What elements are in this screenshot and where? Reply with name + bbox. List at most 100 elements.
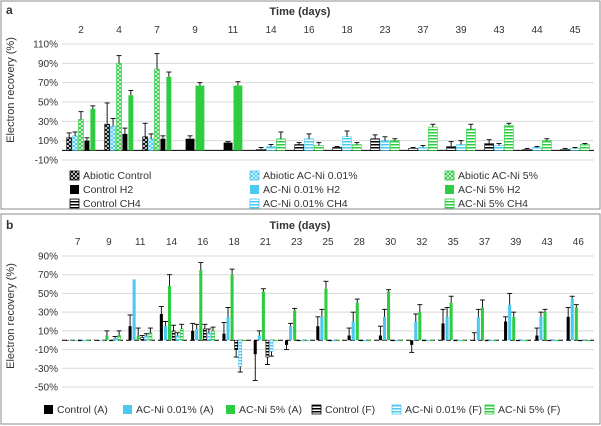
panel-b-bar-ac-ni-5-a-day-23	[293, 310, 297, 341]
panel-b-ytick-label: -50%	[35, 383, 58, 394]
panel-a-category-label: 11	[228, 25, 239, 36]
panel-a-category-label: 16	[303, 25, 315, 36]
panel-a-category-label: 9	[192, 25, 198, 36]
panel-a-bar-ac-ni-5-h2-day-7	[166, 76, 172, 151]
panel-b-bar-ac-ni-0-01-a-day-16	[195, 328, 199, 341]
panel-b-bar-ac-ni-0-01-a-day-11	[132, 279, 136, 341]
panel-a-bar-ac-ni-0-01-ch4-day-14	[266, 146, 276, 151]
panel-a-ytick-label: 30%	[38, 117, 58, 128]
panel-a-legend-label-ac-ni-5-h2: AC-Ni 5% H2	[458, 184, 521, 196]
panel-b-bar-control-f-day-9	[109, 339, 113, 342]
panel-b-ytick-label: -30%	[35, 364, 58, 375]
panel-b-bar-ac-ni-5-f-day-14	[179, 328, 184, 341]
panel-b-category-label: 30	[385, 237, 397, 248]
panel-a-bar-ac-ni-5-h2-day-11	[233, 85, 243, 151]
panel-b-bar-ac-ni-0-01-a-day-39	[508, 304, 512, 341]
panel-b-category-label: 25	[322, 237, 334, 248]
panel-b-bar-ac-ni-0-01-f-day-23	[300, 339, 305, 342]
panel-b-bar-ac-ni-5-a-day-21	[261, 291, 265, 341]
panel-b-bar-control-a-day-35	[441, 323, 445, 341]
panel-b-bar-control-f-day-25	[328, 339, 332, 342]
panel-a-bar-ac-ni-5-h2-day-2	[90, 108, 96, 151]
panel-a-bar-ac-ni-0-01-ch4-day-23	[380, 140, 390, 151]
panel-b-bar-ac-ni-5-a-day-18	[230, 274, 234, 341]
panel-b-category-label: 11	[135, 237, 146, 248]
panel-a-ytick-label: 70%	[38, 78, 58, 89]
panel-a-bar-ac-ni-5-ch4-day-44	[542, 140, 552, 151]
panel-a-legend-swatch-ac-ni-0-01-ch4	[249, 198, 260, 209]
panel-b-bar-ac-ni-5-f-day-16	[211, 330, 215, 341]
panel-b-bar-control-f-day-11	[140, 337, 145, 341]
panel-a-ytick-label: 50%	[38, 98, 58, 109]
panel-a-legend-swatch-abiotic-ac-ni-5	[444, 170, 455, 181]
panel-b-legend-label-ac-ni-0-01-f: AC-Ni 0.01% (F)	[405, 404, 482, 416]
panel-a-bar-abiotic-ac-ni-0-01-day-7	[148, 138, 154, 151]
panel-b-bar-ac-ni-5-f-day-7	[85, 339, 90, 342]
panel-a-bar-ac-ni-5-ch4-day-14	[276, 138, 286, 151]
panel-b-category-label: 46	[573, 237, 585, 248]
panel-b-bar-control-f-day-14	[171, 330, 176, 341]
panel-b-bar-ac-ni-0-01-a-day-43	[539, 316, 543, 341]
panel-a-bar-control-h2-day-11	[223, 142, 233, 151]
panel-a-bar-control-ch4-day-44	[522, 149, 532, 151]
panel-b-bar-control-a-day-23	[285, 340, 289, 345]
panel-b-bar-ac-ni-0-01-a-day-35	[445, 316, 449, 341]
panel-a-bar-control-ch4-day-37	[408, 148, 418, 151]
panel-b-ytick-label: 30%	[38, 308, 58, 319]
panel-b-bar-ac-ni-5-a-day-37	[480, 307, 484, 341]
panel-a-legend-swatch-control-h2	[70, 185, 79, 194]
panel-b-category-label: 23	[291, 237, 303, 248]
panel-b-bar-ac-ni-0-01-f-day-28	[363, 339, 368, 342]
panel-b-bar-control-f-day-7	[77, 339, 82, 342]
panel-a-legend-label-abiotic-ac-ni-5: Abiotic AC-Ni 5%	[458, 170, 538, 182]
panel-a-bar-ac-ni-5-ch4-day-43	[504, 124, 514, 151]
panel-b-ylabel: Electron recovery (%)	[5, 263, 17, 369]
panel-b-bar-ac-ni-5-a-day-39	[512, 316, 516, 341]
panel-b-bar-ac-ni-0-01-f-day-25	[332, 339, 336, 342]
panel-b-bar-ac-ni-5-f-day-25	[336, 339, 341, 342]
panel-b-bar-ac-ni-0-01-f-day-30	[394, 339, 399, 342]
panel-b-bar-ac-ni-0-01-f-day-37	[488, 339, 493, 342]
panel-b-bar-control-a-day-25	[316, 326, 320, 341]
panel-b-category-label: 16	[197, 237, 209, 248]
panel-b-bar-ac-ni-5-a-day-30	[387, 291, 391, 341]
panel-b-bar-ac-ni-5-a-day-9	[105, 335, 109, 341]
panel-a-legend: Abiotic Control Abiotic AC-Ni 0.01% Abioti…	[69, 170, 538, 210]
panel-a-category-label: 44	[531, 25, 543, 36]
panel-b-bar-ac-ni-0-01-a-day-25	[320, 316, 324, 341]
panel-a-category-label: 37	[417, 25, 429, 36]
panel-b-bar-control-a-day-21	[253, 340, 257, 355]
panel-a-bar-ac-ni-0-01-ch4-day-18	[342, 136, 352, 151]
panel-a-bar-abiotic-ac-ni-0-01-day-2	[72, 135, 78, 151]
panel-b-label: b	[6, 218, 13, 232]
panel-b-bar-ac-ni-5-f-day-23	[305, 339, 309, 342]
panel-b-bar-ac-ni-5-a-day-16	[199, 270, 203, 341]
panel-b-bar-control-a-day-14	[159, 314, 163, 341]
panel-a-legend-label-abiotic-ac-ni-0-01: Abiotic AC-Ni 0.01%	[263, 170, 358, 182]
panel-a-bar-abiotic-ac-ni-0-01-day-4	[110, 125, 116, 151]
panel-b-legend-swatch-ac-ni-0-01-a	[123, 405, 132, 414]
panel-a-legend-label-ac-ni-0-01-ch4: AC-Ni 0.01% CH4	[263, 198, 348, 210]
panel-a-bar-control-ch4-day-14	[256, 149, 266, 151]
panel-b-category-label: 35	[448, 237, 460, 248]
panel-b-bar-control-a-day-43	[535, 335, 539, 341]
panel-a-ytick-label: 10%	[38, 136, 58, 147]
panel-b-bar-ac-ni-0-01-f-day-14	[175, 335, 180, 341]
panel-b-bar-ac-ni-0-01-f-day-16	[207, 332, 211, 341]
panel-a-frame	[0, 0, 601, 210]
panel-a-legend-swatch-control-ch4	[69, 198, 80, 209]
panel-b-bar-ac-ni-0-01-a-day-21	[257, 335, 261, 341]
panel-b-bar-ac-ni-0-01-a-day-18	[226, 316, 230, 341]
panel-a-bar-ac-ni-0-01-ch4-day-43	[494, 145, 504, 151]
panel-b-bar-ac-ni-5-a-day-11	[136, 335, 140, 341]
panel-a-bar-ac-ni-5-ch4-day-18	[352, 144, 362, 151]
panel-b-ytick-label: 10%	[38, 326, 58, 337]
panel-b-bar-ac-ni-0-01-a-day-32	[414, 321, 418, 341]
panel-a-bar-ac-ni-5-ch4-day-37	[428, 126, 438, 151]
panel-b-bar-ac-ni-0-01-a-day-37	[476, 316, 480, 341]
panel-a-category-label: 7	[154, 25, 160, 36]
panel-b-bar-ac-ni-0-01-f-day-32	[426, 339, 430, 342]
panel-b-legend: Control (A) AC-Ni 0.01% (A) AC-Ni 5% (A) Co…	[44, 404, 560, 416]
panel-b-bar-ac-ni-5-f-day-43	[555, 339, 560, 342]
panel-b-plot: 90% 70% 50% 30% 10% -10% -30% -50% 7 9 11 14 16 18 21 2…	[35, 237, 594, 394]
